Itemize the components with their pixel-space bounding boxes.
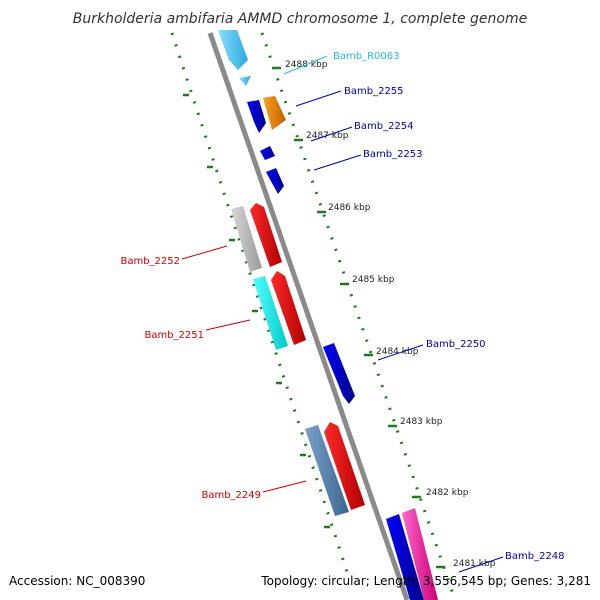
gene-feature[interactable] xyxy=(239,76,251,86)
leader-line xyxy=(377,344,424,361)
leader-line xyxy=(205,319,251,331)
gene-feature[interactable] xyxy=(231,206,262,272)
gene-label-bamb-2249[interactable]: Bamb_2249 xyxy=(201,490,261,501)
gene-feature[interactable] xyxy=(218,30,248,70)
leader-line xyxy=(313,154,362,171)
leader-line xyxy=(295,90,342,107)
gene-feature[interactable] xyxy=(386,514,424,600)
gene-feature[interactable] xyxy=(324,422,365,510)
gene-features xyxy=(218,30,438,600)
leader-line xyxy=(310,126,353,142)
tick-label: 2487 kbp xyxy=(306,131,349,141)
gene-feature[interactable] xyxy=(305,425,349,516)
leader-line xyxy=(283,55,328,75)
gene-label-bamb-2248[interactable]: Bamb_2248 xyxy=(505,551,565,562)
tick-label: 2481 kbp xyxy=(453,559,496,569)
tick-label: 2483 kbp xyxy=(400,417,443,427)
accession-text: Accession: NC_008390 xyxy=(9,574,145,588)
tick-label: 2482 kbp xyxy=(426,488,469,498)
leader-line xyxy=(262,480,307,493)
gene-label-bamb-2255[interactable]: Bamb_2255 xyxy=(344,86,404,97)
gene-feature[interactable] xyxy=(323,343,355,404)
tick-label: 2485 kbp xyxy=(352,275,395,285)
gene-feature[interactable] xyxy=(271,271,306,345)
gene-feature[interactable] xyxy=(253,276,288,350)
gene-label-bamb-r0063[interactable]: Bamb_R0063 xyxy=(333,51,399,62)
inner-tick-marks xyxy=(183,93,330,529)
gene-label-bamb-2252[interactable]: Bamb_2252 xyxy=(120,256,180,267)
gene-feature[interactable] xyxy=(402,508,438,600)
gene-label-bamb-2250[interactable]: Bamb_2250 xyxy=(426,339,486,350)
tick-label: 2486 kbp xyxy=(328,203,371,213)
gene-label-bamb-2254[interactable]: Bamb_2254 xyxy=(354,121,414,132)
leader-line xyxy=(458,556,504,573)
tick-label: 2484 kbp xyxy=(376,347,419,357)
gene-label-bamb-2253[interactable]: Bamb_2253 xyxy=(363,149,423,160)
gene-feature[interactable] xyxy=(250,203,282,267)
gene-feature[interactable] xyxy=(263,96,286,130)
gene-feature[interactable] xyxy=(266,168,284,194)
gene-labels: Bamb_R0063 Bamb_2255 Bamb_2254 Bamb_2253… xyxy=(120,51,565,573)
genome-backbone xyxy=(207,32,410,600)
gene-feature[interactable] xyxy=(247,100,266,133)
leader-line xyxy=(181,245,228,260)
gene-feature[interactable] xyxy=(260,146,275,160)
gene-label-bamb-2251[interactable]: Bamb_2251 xyxy=(144,330,204,341)
topology-text: Topology: circular; Length: 3,556,545 bp… xyxy=(260,574,591,588)
map-title: Burkholderia ambifaria AMMD chromosome 1… xyxy=(73,11,527,27)
